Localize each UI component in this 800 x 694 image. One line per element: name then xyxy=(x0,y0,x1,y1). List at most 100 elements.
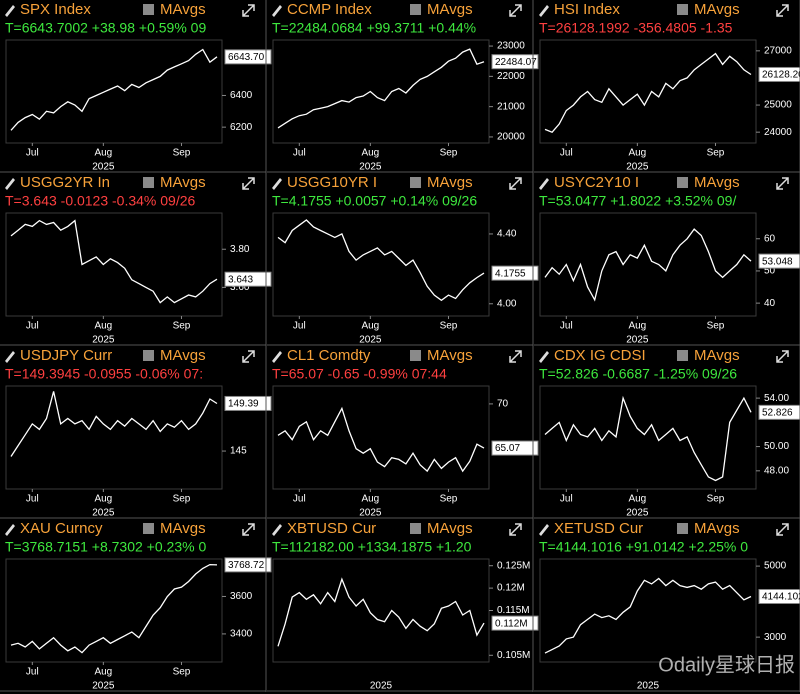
last-price-label: 65.07 xyxy=(495,443,520,454)
mavgs-label: MAvgs xyxy=(427,174,473,191)
edit-icon xyxy=(5,351,15,363)
edit-icon xyxy=(539,5,549,17)
security-name: CL1 Comdty xyxy=(287,347,371,364)
last-price-box xyxy=(224,49,272,65)
expand-icon[interactable] xyxy=(776,177,789,190)
x-tick-label: Sep xyxy=(173,148,191,159)
mavgs-checkbox xyxy=(143,350,154,361)
watermark: Odaily星球日报 xyxy=(658,653,795,676)
mavgs-checkbox xyxy=(677,523,688,534)
x-axis-year: 2025 xyxy=(626,508,649,519)
price-line xyxy=(10,563,218,654)
x-tick-label: Jul xyxy=(560,148,573,159)
last-price-box xyxy=(224,557,272,573)
x-tick-label: Aug xyxy=(361,321,379,332)
x-axis-year: 2025 xyxy=(637,681,660,692)
expand-icon[interactable] xyxy=(776,523,789,536)
price-line xyxy=(544,228,752,302)
y-tick-label: 60 xyxy=(764,233,776,244)
price-line xyxy=(544,52,752,133)
expand-icon[interactable] xyxy=(509,523,522,536)
last-price-label: 3768.72 xyxy=(228,560,265,571)
y-tick-label: 50.00 xyxy=(764,441,789,452)
x-tick-label: Jul xyxy=(293,321,306,332)
plot-area xyxy=(539,385,757,490)
x-tick-label: Sep xyxy=(440,321,458,332)
plot-area xyxy=(5,212,223,317)
y-tick-label: 3.80 xyxy=(230,244,250,255)
edit-icon xyxy=(539,351,549,363)
quote-line: T=149.3945 -0.0955 -0.06% 07: xyxy=(5,366,203,382)
mavgs-checkbox xyxy=(410,523,421,534)
last-price-box xyxy=(491,265,539,281)
mavgs-label: MAvgs xyxy=(160,174,206,191)
y-tick-label: 145 xyxy=(230,446,247,457)
security-name: USDJPY Curr xyxy=(20,347,112,364)
chart-panel: HSI Index MAvgs T=26128.1992 -356.4805 -1.… xyxy=(534,0,800,173)
price-line xyxy=(277,406,485,473)
mavgs-checkbox xyxy=(410,177,421,188)
y-tick-label: 24000 xyxy=(764,127,792,138)
x-tick-label: Sep xyxy=(173,321,191,332)
x-tick-label: Jul xyxy=(560,321,573,332)
edit-icon xyxy=(539,524,549,536)
security-name: XBTUSD Cur xyxy=(287,520,376,537)
expand-icon[interactable] xyxy=(242,4,255,17)
y-tick-label: 50 xyxy=(764,266,776,277)
expand-icon[interactable] xyxy=(242,350,255,363)
x-tick-label: Sep xyxy=(173,667,191,678)
last-price-box xyxy=(758,253,800,269)
quote-line: T=3.643 -0.0123 -0.34% 09/26 xyxy=(5,193,196,209)
expand-icon[interactable] xyxy=(776,4,789,17)
security-name: USGG10YR I xyxy=(287,174,377,191)
y-tick-label: 22000 xyxy=(497,71,525,82)
edit-icon xyxy=(5,524,15,536)
x-tick-label: Sep xyxy=(707,321,725,332)
security-name: HSI Index xyxy=(554,1,620,18)
quote-line: T=4144.1016 +91.0142 +2.25% 0 xyxy=(539,539,748,555)
price-line xyxy=(277,219,485,302)
y-tick-label: 23000 xyxy=(497,41,525,52)
x-tick-label: Jul xyxy=(26,667,39,678)
expand-icon[interactable] xyxy=(509,350,522,363)
expand-icon[interactable] xyxy=(776,350,789,363)
mavgs-checkbox xyxy=(143,523,154,534)
last-price-label: 149.39 xyxy=(228,399,259,410)
plot-area xyxy=(272,212,490,317)
security-name: SPX Index xyxy=(20,1,91,18)
expand-icon[interactable] xyxy=(242,177,255,190)
x-tick-label: Aug xyxy=(94,321,112,332)
x-tick-label: Jul xyxy=(26,321,39,332)
plot-area xyxy=(272,385,490,490)
last-price-label: 4144.102 xyxy=(762,592,800,603)
price-line xyxy=(10,48,218,131)
chart-panel: CDX IG CDSI MAvgs T=52.826 -0.6687 -1.25% … xyxy=(534,346,800,519)
edit-icon xyxy=(272,5,282,17)
y-tick-label: 40 xyxy=(764,298,776,309)
mavgs-label: MAvgs xyxy=(427,520,473,537)
security-name: XETUSD Cur xyxy=(554,520,643,537)
price-line xyxy=(10,391,218,457)
y-tick-label: 3400 xyxy=(230,629,253,640)
price-line xyxy=(544,395,752,482)
last-price-label: 0.112M xyxy=(495,618,528,629)
last-price-box xyxy=(758,66,800,82)
expand-icon[interactable] xyxy=(509,4,522,17)
edit-icon xyxy=(5,5,15,17)
y-tick-label: 4.00 xyxy=(497,298,517,309)
x-tick-label: Sep xyxy=(440,494,458,505)
mavgs-checkbox xyxy=(677,177,688,188)
last-price-box xyxy=(491,440,539,456)
y-tick-label: 3000 xyxy=(764,632,787,643)
x-axis-year: 2025 xyxy=(92,681,115,692)
x-tick-label: Sep xyxy=(440,148,458,159)
edit-icon xyxy=(5,178,15,190)
plot-area xyxy=(539,39,757,144)
last-price-box xyxy=(491,615,539,631)
x-tick-label: Jul xyxy=(293,148,306,159)
y-tick-label: 25000 xyxy=(764,100,792,111)
expand-icon[interactable] xyxy=(509,177,522,190)
quote-line: T=22484.0684 +99.3711 +0.44% xyxy=(272,20,476,36)
x-axis-year: 2025 xyxy=(626,162,649,173)
expand-icon[interactable] xyxy=(242,523,255,536)
